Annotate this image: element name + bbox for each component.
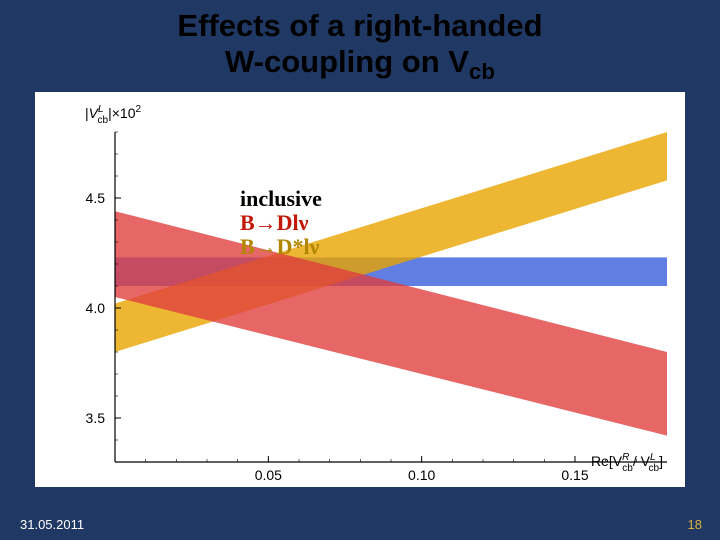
title-line2-sub: cb (469, 59, 495, 84)
title-line2a: W-coupling on V (225, 44, 469, 79)
x-tick-label: 0.05 (255, 467, 282, 483)
x-tick-label: 0.15 (561, 467, 588, 483)
chart-panel: 3.54.04.50.050.100.15 |VLcb|×102 Re[VRcb… (35, 92, 685, 487)
legend: inclusiveB→DlνB→D*lν (240, 187, 322, 260)
y-tick-label: 4.0 (86, 300, 106, 316)
footer-page: 18 (688, 517, 702, 532)
y-tick-label: 3.5 (86, 410, 106, 426)
legend-item: B→D*lν (240, 235, 322, 259)
footer-date: 31.05.2011 (20, 517, 84, 532)
legend-item: inclusive (240, 187, 322, 211)
slide: Effects of a right-handed W-coupling on … (0, 0, 720, 540)
title-line1: Effects of a right-handed (177, 8, 542, 43)
legend-item: B→Dlν (240, 211, 322, 235)
chart-svg: 3.54.04.50.050.100.15 |VLcb|×102 Re[VRcb… (35, 92, 685, 487)
x-tick-label: 0.10 (408, 467, 435, 483)
x-axis-label: Re[VRcb/ VLcb] (591, 452, 663, 474)
y-tick-label: 4.5 (86, 190, 106, 206)
slide-title: Effects of a right-handed W-coupling on … (0, 8, 720, 84)
